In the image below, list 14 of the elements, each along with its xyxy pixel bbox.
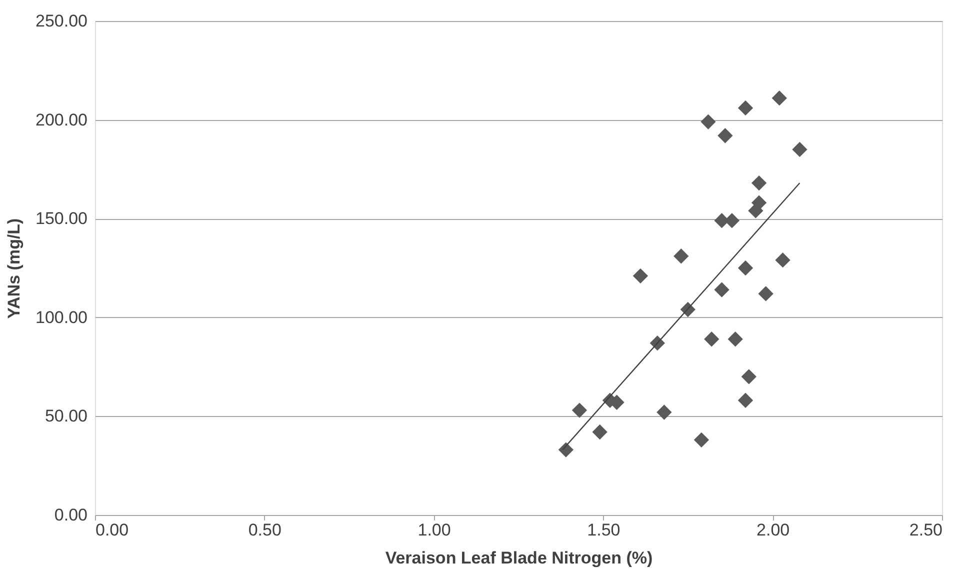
x-tick-label: 2.00 xyxy=(756,520,790,540)
y-tick-label: 100.00 xyxy=(36,308,88,327)
x-tick-label: 1.00 xyxy=(418,520,451,540)
x-tick-label: 0.00 xyxy=(96,520,129,540)
y-tick-label: 50.00 xyxy=(44,406,88,426)
x-axis-title: Veraison Leaf Blade Nitrogen (%) xyxy=(385,548,653,568)
y-tick-label: 0.00 xyxy=(54,506,88,524)
x-tick-label: 0.50 xyxy=(248,520,282,540)
y-axis-title: YANs (mg/L) xyxy=(4,218,24,319)
y-tick-label: 250.00 xyxy=(36,12,88,30)
x-tick-label: 2.50 xyxy=(909,520,942,540)
y-tick-label: 200.00 xyxy=(36,110,88,130)
y-tick-label: 150.00 xyxy=(36,209,88,228)
x-tick-label: 1.50 xyxy=(587,520,620,540)
